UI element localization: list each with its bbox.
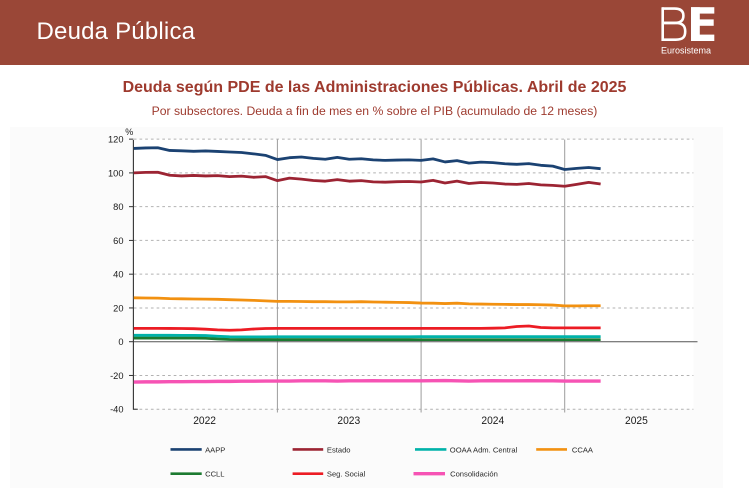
svg-text:-40: -40 [110,405,123,415]
svg-text:Eurosistema: Eurosistema [661,45,711,55]
svg-text:-20: -20 [110,371,123,381]
svg-text:100: 100 [108,168,124,178]
svg-text:2022: 2022 [193,415,216,427]
svg-text:Consolidación: Consolidación [450,470,498,479]
svg-text:2023: 2023 [337,415,360,427]
svg-text:2025: 2025 [625,415,648,427]
svg-text:OOAA Adm. Central: OOAA Adm. Central [450,446,518,455]
svg-text:CCAA: CCAA [572,446,594,455]
svg-text:20: 20 [113,303,123,313]
svg-text:Estado: Estado [327,446,351,455]
svg-text:2024: 2024 [481,415,504,427]
svg-text:80: 80 [113,202,123,212]
svg-text:AAPP: AAPP [205,446,225,455]
svg-text:CCLL: CCLL [205,470,224,479]
svg-text:%: % [125,127,133,137]
svg-text:120: 120 [108,135,124,145]
svg-text:Seg. Social: Seg. Social [327,470,366,479]
svg-text:40: 40 [113,270,123,280]
svg-text:60: 60 [113,236,123,246]
svg-text:0: 0 [118,337,123,347]
